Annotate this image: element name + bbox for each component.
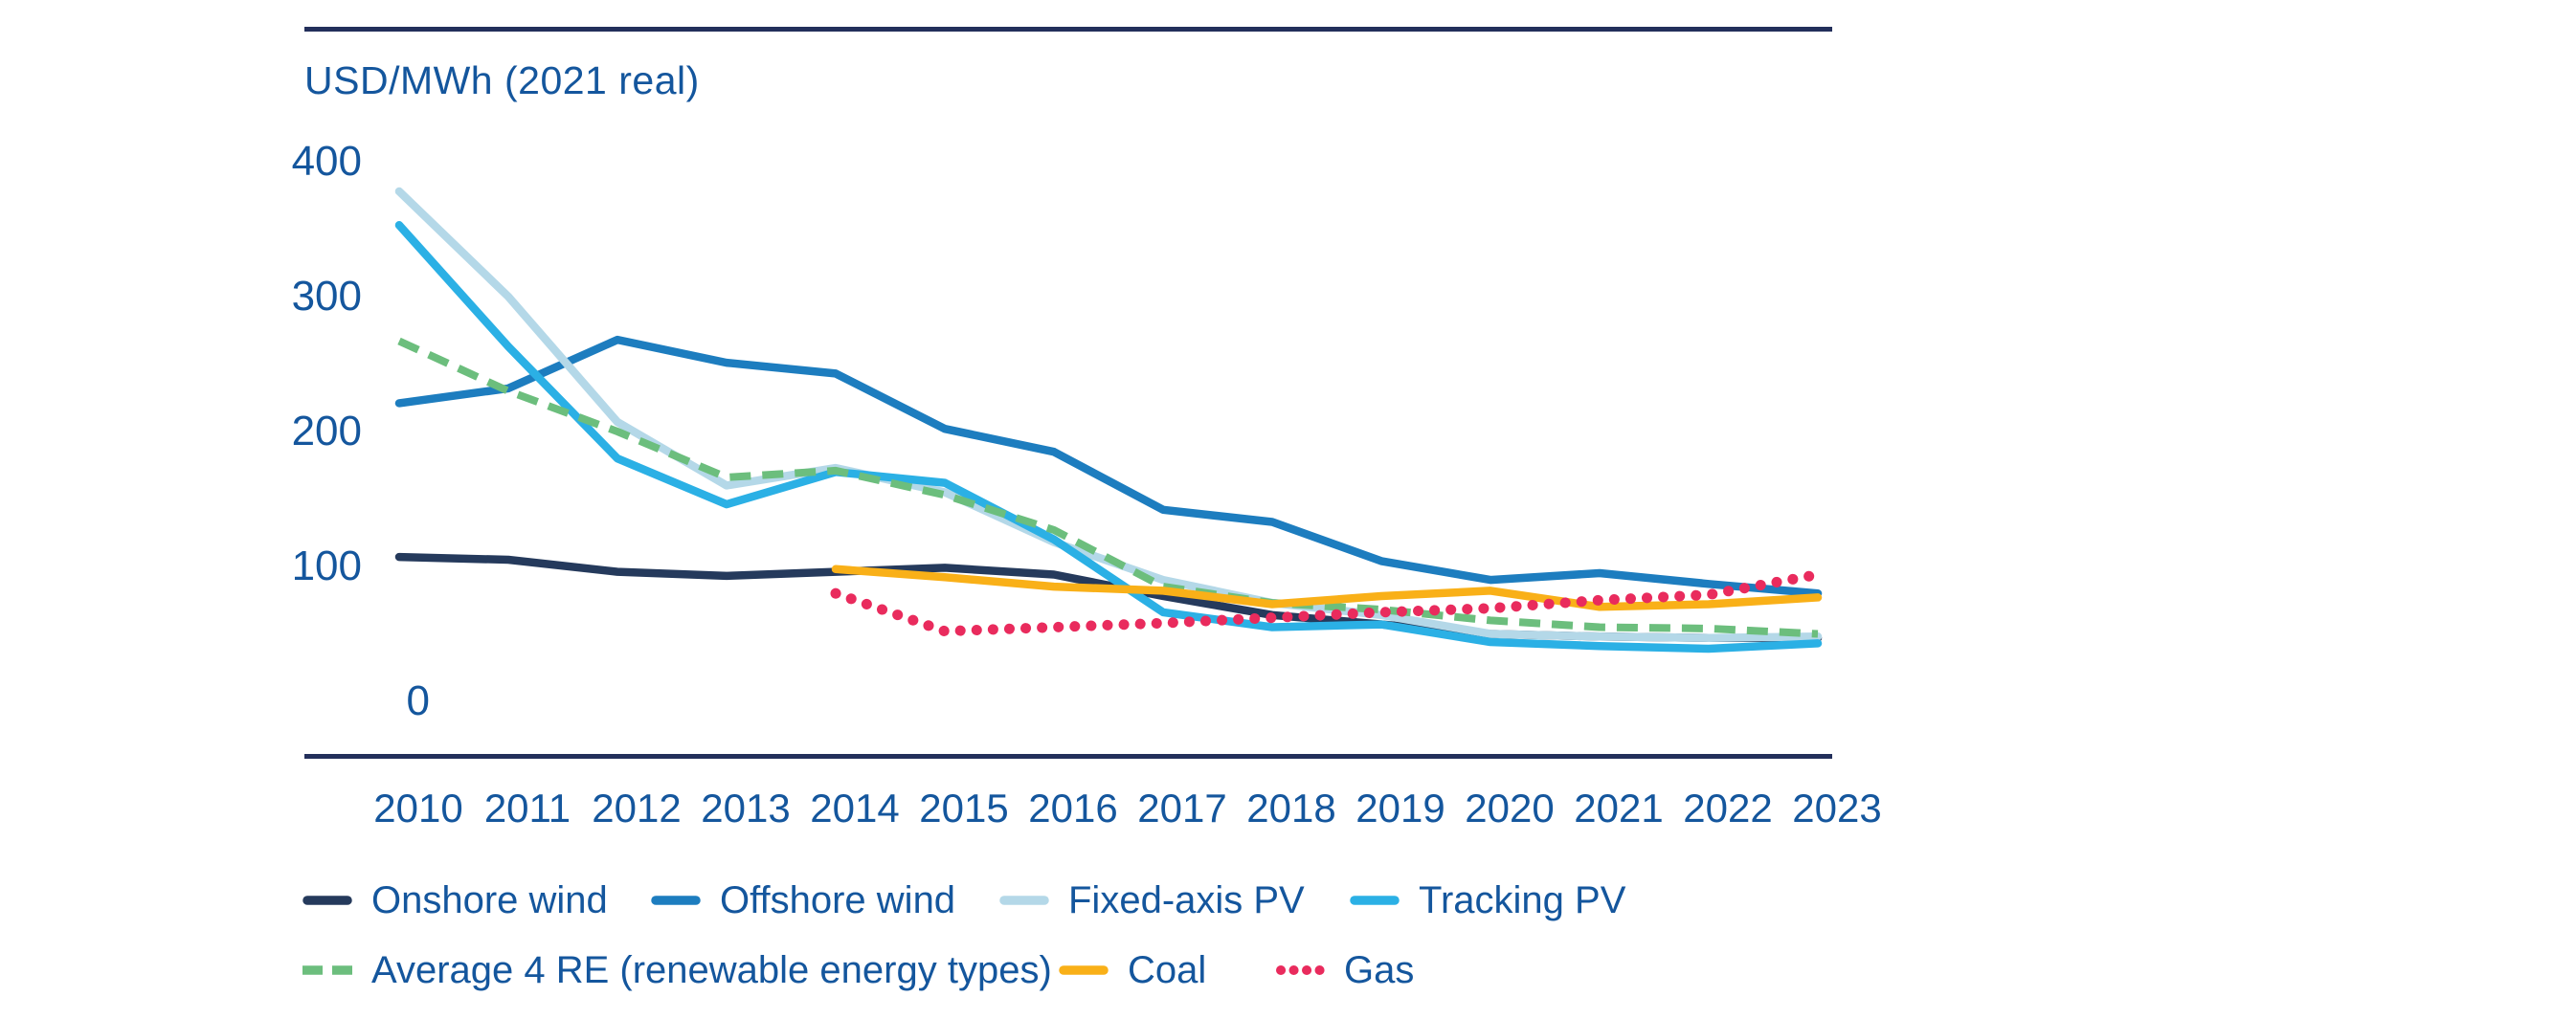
legend-label-offshore-wind: Offshore wind [720, 879, 956, 921]
legend-label-average-4-re-renewable-energy-types: Average 4 RE (renewable energy types) [371, 949, 1052, 991]
series-line-coal [831, 565, 1823, 611]
series-line-offshore-wind [394, 335, 1823, 598]
legend-label-coal: Coal [1128, 949, 1207, 991]
bottom-rule [304, 754, 1832, 759]
legend-label-tracking-pv: Tracking PV [1419, 879, 1626, 921]
series-line-gas [830, 569, 1824, 637]
x-tick-label-2023: 2023 [1792, 786, 1882, 831]
x-tick-label-2022: 2022 [1683, 786, 1773, 831]
x-tick-label-2014: 2014 [810, 786, 900, 831]
y-tick-label-200: 200 [291, 408, 362, 454]
legend-swatch-tracking-pv [1350, 896, 1400, 905]
series-line-onshore-wind [394, 552, 1823, 642]
y-tick-label-300: 300 [291, 273, 362, 320]
legend-swatch-gas [1276, 965, 1325, 975]
legend-swatch-onshore-wind [302, 896, 352, 905]
x-tick-label-2013: 2013 [701, 786, 791, 831]
x-tick-label-2019: 2019 [1355, 786, 1445, 831]
x-tick-label-2018: 2018 [1246, 786, 1336, 831]
y-tick-label-0: 0 [406, 677, 430, 724]
series-line-fixed-axis-pv [394, 187, 1823, 642]
x-tick-label-2012: 2012 [592, 786, 682, 831]
legend-swatch-fixed-axis-pv [999, 896, 1049, 905]
y-tick-label-100: 100 [291, 543, 362, 589]
x-tick-label-2020: 2020 [1465, 786, 1555, 831]
legend-swatch-coal [1059, 965, 1109, 975]
x-tick-label-2016: 2016 [1028, 786, 1118, 831]
series-line-average-4-re-renewable-energy-types [397, 337, 1819, 638]
top-rule [304, 27, 1832, 32]
x-tick-label-2010: 2010 [373, 786, 463, 831]
series-line-tracking-pv [394, 221, 1823, 653]
legend-label-fixed-axis-pv: Fixed-axis PV [1068, 879, 1305, 921]
legend-swatch-average-4-re-renewable-energy-types [302, 965, 352, 975]
legend-label-onshore-wind: Onshore wind [371, 879, 608, 921]
legend-swatch-offshore-wind [651, 896, 701, 905]
legend-label-gas: Gas [1344, 949, 1415, 991]
x-tick-label-2015: 2015 [919, 786, 1009, 831]
y-tick-label-400: 400 [291, 138, 362, 185]
x-tick-label-2011: 2011 [483, 786, 571, 831]
x-tick-label-2017: 2017 [1137, 786, 1227, 831]
chart-title: USD/MWh (2021 real) [304, 58, 700, 102]
x-tick-label-2021: 2021 [1574, 786, 1664, 831]
